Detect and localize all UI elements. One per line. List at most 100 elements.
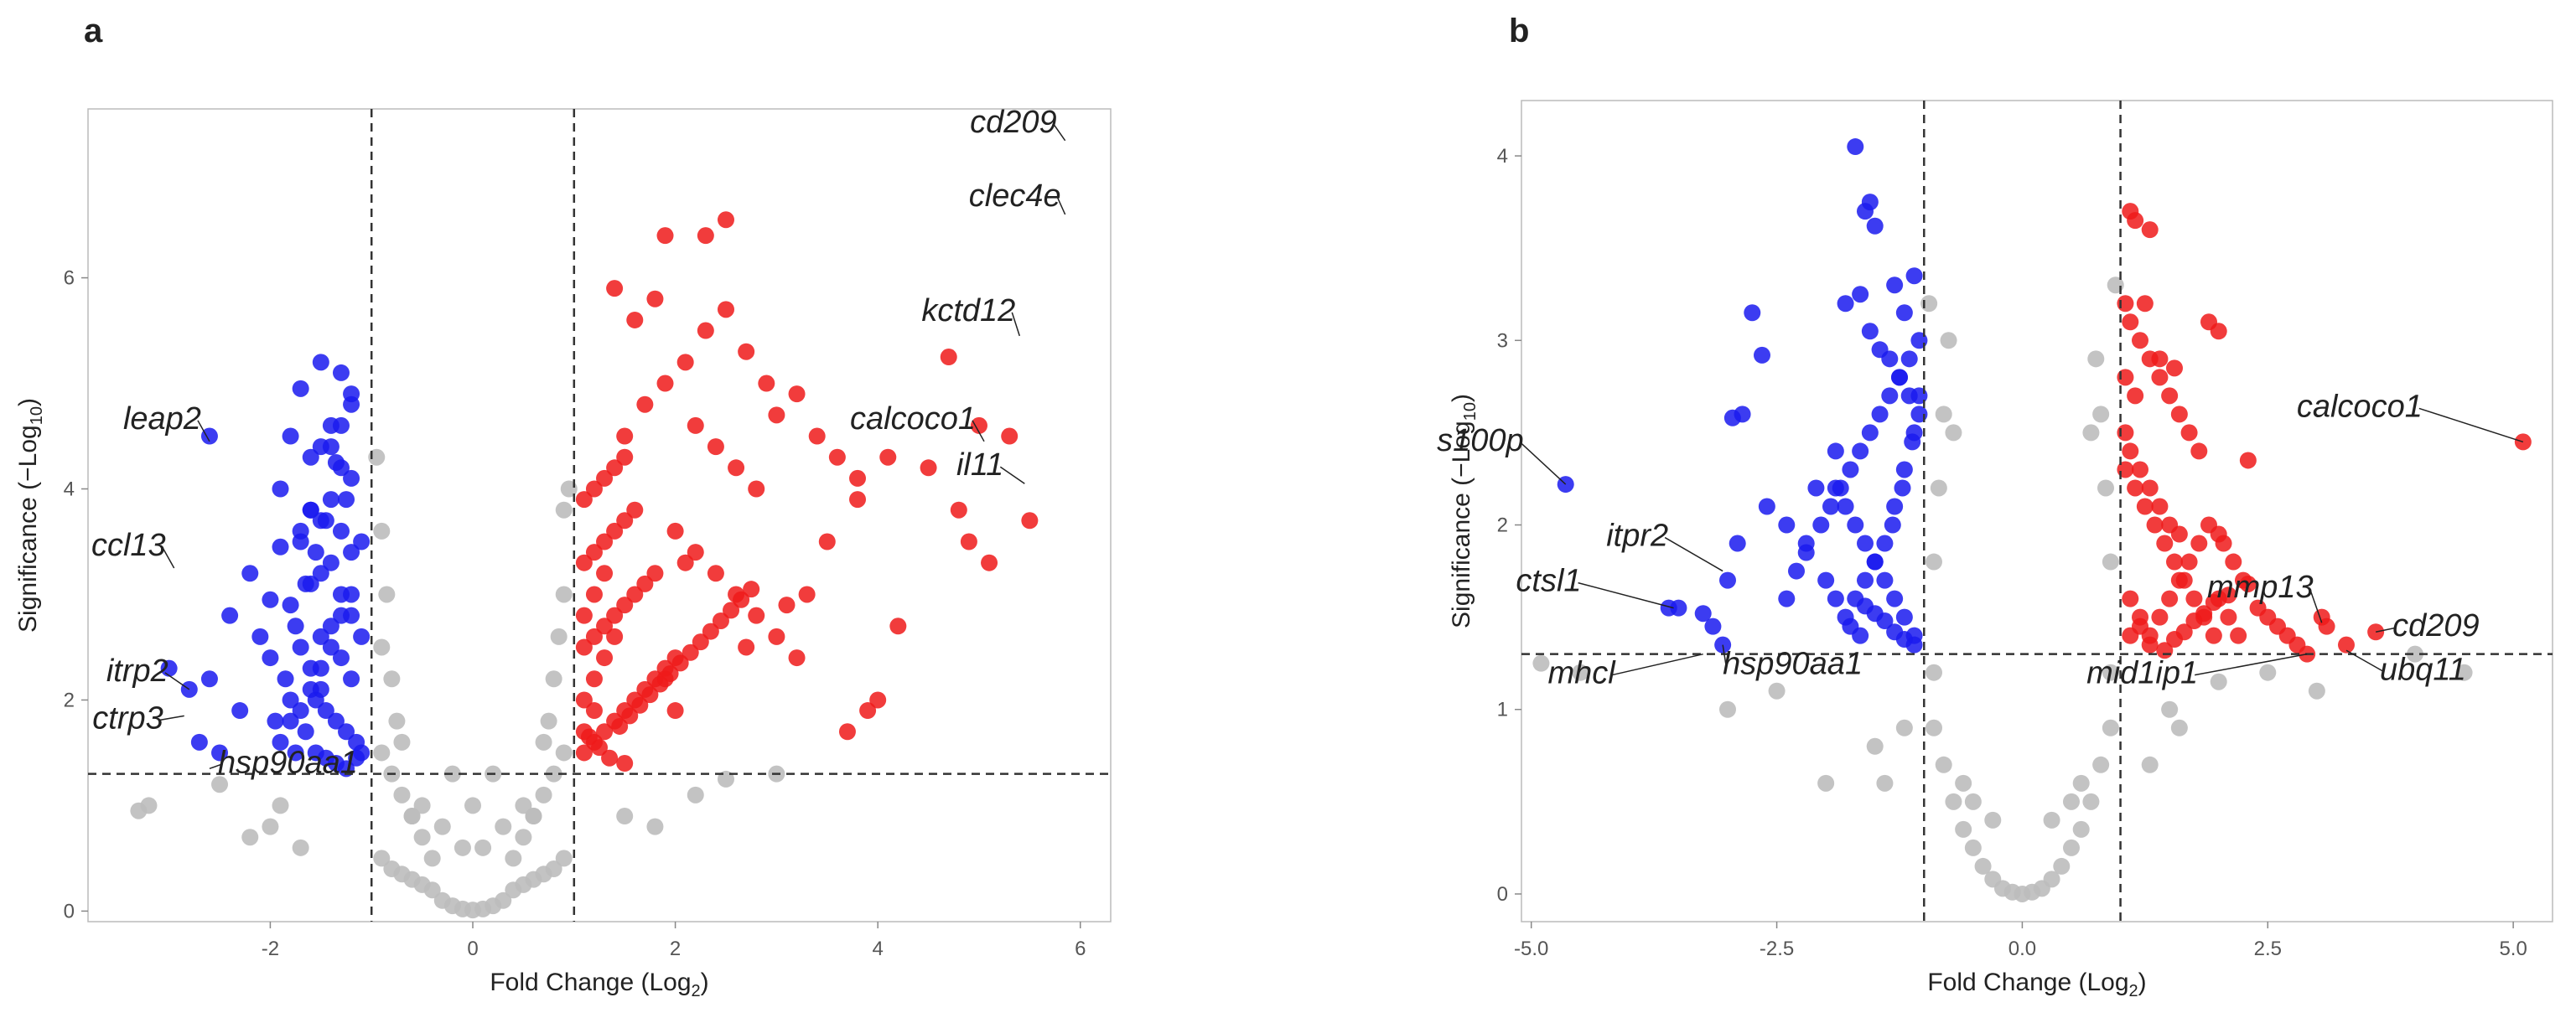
- down-point: [1886, 623, 1904, 641]
- up-point: [596, 618, 614, 635]
- up-point: [2132, 461, 2148, 478]
- down-point: [1857, 571, 1874, 589]
- up-point: [585, 544, 603, 561]
- up-point: [631, 696, 649, 714]
- down-point: [322, 438, 339, 456]
- up-point: [828, 448, 846, 466]
- up-point: [585, 702, 603, 720]
- down-point: [307, 544, 324, 561]
- down-point: [1886, 590, 1904, 607]
- down-point: [1895, 461, 1913, 478]
- ns-point: [2092, 406, 2110, 423]
- up-point: [778, 597, 796, 614]
- x-tick-label: 0: [467, 938, 478, 960]
- down-point: [1827, 442, 1844, 460]
- y-tick-label: 3: [1497, 329, 1508, 352]
- up-point: [981, 554, 998, 571]
- up-point: [2136, 498, 2154, 515]
- up-point: [585, 670, 603, 688]
- up-point: [611, 717, 629, 735]
- x-tick-label: 2: [670, 938, 681, 960]
- ns-point: [272, 797, 289, 814]
- ns-point: [1532, 654, 1550, 672]
- up-point: [692, 633, 709, 651]
- ns-point: [2087, 350, 2105, 368]
- y-tick-label: 4: [1497, 145, 1508, 168]
- ns-point: [1974, 857, 1992, 875]
- up-point: [580, 728, 598, 746]
- ns-point: [373, 850, 391, 867]
- ns-point: [474, 839, 492, 856]
- up-point: [788, 649, 806, 667]
- down-point: [332, 364, 350, 381]
- down-point: [1891, 369, 1908, 386]
- up-point: [575, 744, 593, 762]
- ns-point: [1768, 682, 1786, 700]
- ns-point: [1866, 737, 1884, 755]
- up-point: [728, 459, 745, 477]
- gene-label: itrp2: [106, 654, 168, 689]
- down-point: [221, 607, 239, 624]
- up-point: [636, 395, 654, 413]
- up-point: [950, 501, 967, 519]
- gene-label: hsp90aa1: [1723, 647, 1863, 682]
- up-point: [687, 544, 704, 561]
- ns-point: [515, 797, 532, 814]
- up-point: [606, 607, 624, 624]
- up-point: [676, 354, 694, 371]
- down-point: [353, 628, 371, 645]
- up-point: [2239, 575, 2257, 592]
- y-tick-label: 2: [1497, 514, 1508, 537]
- down-point: [272, 480, 289, 498]
- down-point: [343, 586, 360, 603]
- points-layer: [1532, 138, 2532, 902]
- down-point: [1704, 618, 1722, 635]
- up-point: [2175, 623, 2193, 641]
- down-point: [211, 744, 229, 762]
- up-point: [2136, 295, 2154, 313]
- down-point: [1857, 597, 1874, 615]
- ns-point: [1964, 839, 1982, 856]
- x-tick-label: -2: [262, 938, 279, 960]
- ns-point: [378, 586, 396, 603]
- up-point: [2220, 608, 2237, 626]
- panel-letter: b: [1509, 13, 1529, 49]
- ns-point: [2092, 756, 2110, 773]
- ns-point: [545, 670, 562, 688]
- ns-point: [1940, 332, 1957, 349]
- down-point: [297, 723, 314, 741]
- gene-leader-line: [1578, 581, 1674, 609]
- ns-point: [515, 829, 532, 846]
- down-point: [1807, 479, 1825, 497]
- plot-frame: [87, 108, 1112, 922]
- up-point: [733, 591, 750, 608]
- ns-point: [393, 786, 411, 804]
- down-point: [312, 565, 329, 582]
- down-point: [1866, 217, 1884, 235]
- y-tick-label: 1: [1497, 699, 1508, 721]
- x-tick-label: 5.0: [2499, 938, 2527, 960]
- ns-point: [616, 808, 634, 825]
- ns-point: [423, 881, 441, 899]
- up-point: [575, 607, 593, 624]
- down-point: [1822, 498, 1839, 515]
- down-point: [1778, 590, 1796, 607]
- y-tick-label: 0: [1497, 883, 1508, 906]
- up-point: [2210, 525, 2227, 543]
- up-point: [661, 664, 679, 682]
- ns-point: [1930, 479, 1947, 497]
- down-point: [282, 691, 299, 709]
- down-point: [332, 522, 350, 540]
- down-point: [343, 670, 360, 688]
- up-point: [738, 638, 755, 656]
- down-point: [322, 491, 339, 509]
- ns-point: [495, 891, 512, 909]
- ns-point: [130, 802, 148, 819]
- ns-point: [555, 501, 573, 519]
- down-point: [1660, 599, 1677, 617]
- up-point: [859, 702, 877, 720]
- ns-point: [2259, 664, 2277, 681]
- gene-leader-line: [1722, 644, 1727, 666]
- down-point: [1900, 350, 1918, 368]
- ns-point: [1935, 756, 1952, 773]
